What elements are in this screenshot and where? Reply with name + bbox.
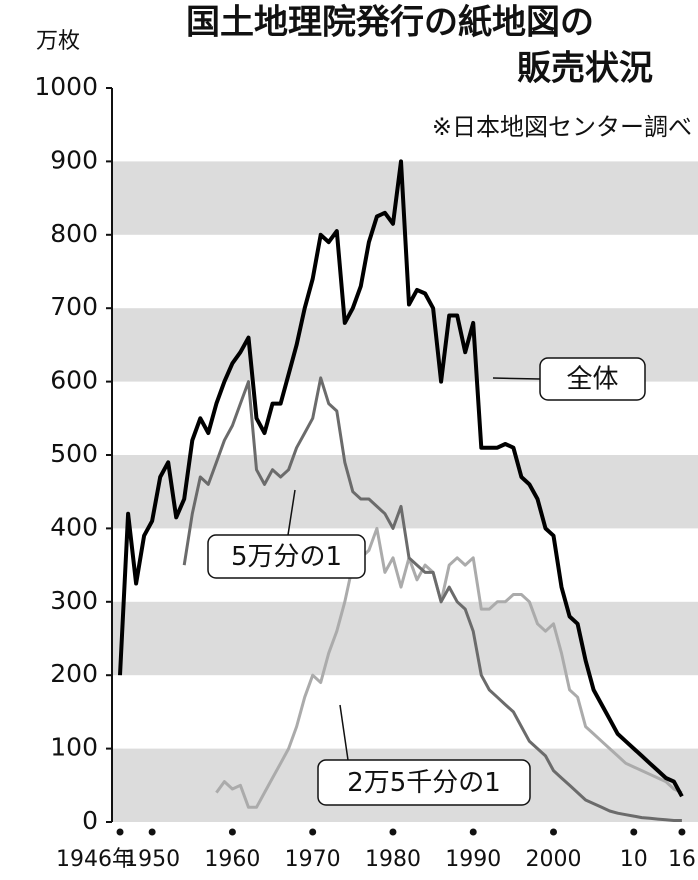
- y-tick-label: 100: [50, 733, 98, 762]
- x-tick-label: 1990: [445, 847, 501, 872]
- x-tick: [228, 828, 236, 836]
- y-tick-label: 900: [50, 145, 98, 174]
- data-line: [118, 159, 684, 798]
- x-tick-label: 10: [620, 847, 648, 872]
- series-label: 5万分の1: [231, 542, 342, 572]
- x-tick: [630, 828, 638, 836]
- y-tick-label: 400: [50, 512, 98, 541]
- x-tick-label: 1950: [124, 847, 180, 872]
- data-line: [215, 526, 683, 809]
- y-tick-label: 200: [50, 659, 98, 688]
- y-tick-label: 0: [82, 806, 98, 835]
- y-tick-label: 800: [50, 219, 98, 248]
- leader-line: [492, 377, 541, 380]
- x-tick: [148, 828, 156, 836]
- x-tick-label: 1980: [365, 847, 421, 872]
- x-tick: [389, 828, 397, 836]
- x-tick: [469, 828, 477, 836]
- series-label: 2万5千分の1: [347, 768, 501, 798]
- x-tick-label: 1970: [285, 847, 341, 872]
- y-tick-label: 600: [50, 366, 98, 395]
- x-tick-label: 2000: [526, 847, 582, 872]
- grid-band: [112, 601, 698, 676]
- x-tick: [309, 828, 317, 836]
- label-box: [317, 759, 531, 806]
- label-box: [207, 534, 366, 579]
- y-tick-label: 1000: [34, 72, 98, 101]
- y-tick-label: 300: [50, 586, 98, 615]
- chart-title: 国土地理院発行の紙地図の: [186, 3, 594, 43]
- x-tick: [116, 828, 124, 836]
- x-tick-label: 16: [668, 847, 696, 872]
- leader-line: [287, 489, 296, 536]
- x-tick: [678, 828, 686, 836]
- source-note: ※日本地図センター調べ: [432, 113, 692, 141]
- y-unit: 万枚: [36, 29, 80, 54]
- label-box: [539, 357, 646, 401]
- grid-band: [112, 455, 698, 529]
- x-tick-label: 1960: [204, 847, 260, 872]
- x-tick-label: 1946年: [56, 847, 134, 872]
- y-tick-label: 500: [50, 439, 98, 468]
- x-tick: [550, 828, 558, 836]
- y-tick-label: 700: [50, 292, 98, 321]
- leader-line: [339, 704, 349, 761]
- series-label: 全体: [566, 365, 618, 395]
- chart-title: 販売状況: [517, 49, 653, 89]
- data-line: [182, 376, 682, 822]
